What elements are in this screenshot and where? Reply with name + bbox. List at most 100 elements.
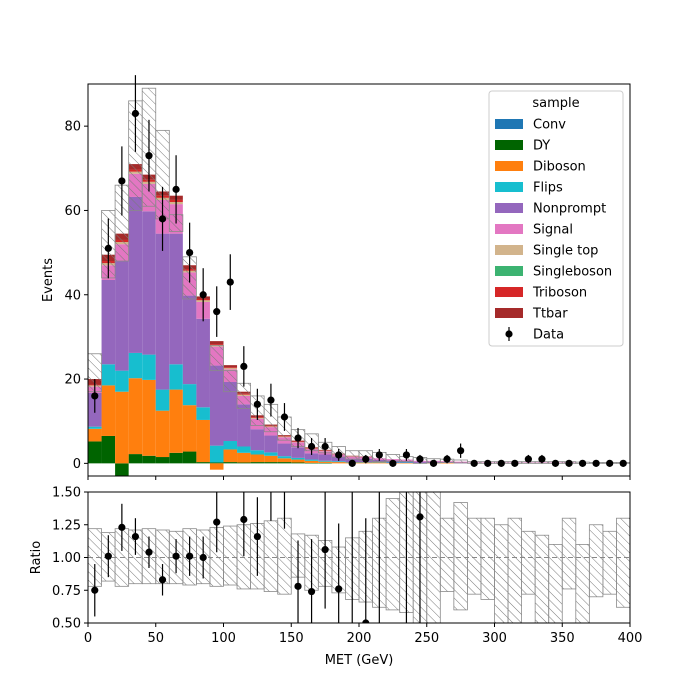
data-point-27 [457, 447, 465, 455]
ratio-band-bin-29 [480, 517, 495, 600]
legend-label-flips: Flips [533, 181, 563, 196]
bar-flips-bin-4 [142, 354, 156, 380]
bar-flips-bin-3 [128, 352, 143, 379]
bar-flips-bin-5 [155, 389, 170, 411]
bar-dy-bin-1 [101, 435, 116, 464]
legend-swatch-dy [495, 140, 523, 150]
uncertainty-bin-9 [209, 344, 224, 372]
bar-dy-bin-17 [318, 462, 332, 464]
data-point-3 [131, 109, 140, 118]
bar-flips-bin-0 [88, 426, 102, 429]
legend-frame [488, 90, 624, 347]
ratio-point-7 [186, 552, 194, 560]
bar-diboson-bin-1 [101, 385, 116, 436]
bar-flips-bin-13 [264, 452, 278, 456]
data-point-6 [172, 185, 180, 193]
bar-flips-bin-9 [209, 445, 224, 463]
ratio-point-2 [118, 523, 126, 531]
bar-flips-bin-2 [115, 370, 129, 392]
main-plot: 0 20 40 60 80 Events sample Conv DY Diboson Fli… [41, 75, 631, 480]
bar-diboson-bin-3 [128, 378, 143, 455]
ratio-point-12 [294, 582, 302, 590]
bar-flips-bin-11 [237, 446, 251, 453]
bar-flips-bin-21 [372, 462, 387, 463]
ratio-point-16 [362, 619, 370, 623]
ratio-ytick-label-1.00: 1.00 [52, 551, 81, 566]
ratio-x-axis: 0 50 100 150 200 250 300 350 400 [84, 623, 642, 646]
legend-data-marker [505, 330, 513, 338]
ratio-plot: 0.50 0.75 1.00 1.25 1.50 0 50 100 150 200 250 300 3… [29, 486, 642, 669]
ratio-ytick-label-0.50: 0.50 [52, 617, 81, 632]
bar-flips-bin-16 [304, 459, 319, 461]
bar-dy-bin-4 [142, 455, 156, 464]
bar-ttbar-bin-10 [223, 365, 238, 368]
ratio-point-15 [335, 585, 343, 593]
bar-diboson-bin-18 [331, 462, 346, 464]
data-point-18 [335, 451, 343, 459]
ratio-point-10 [240, 515, 248, 524]
legend-label-nonprompt: Nonprompt [533, 202, 606, 217]
bar-flips-bin-18 [331, 461, 346, 463]
legend-swatch-nonprompt [495, 203, 523, 213]
xtick-label-50: 50 [147, 631, 164, 646]
bar-nonprompt-bin-6 [169, 233, 183, 365]
ratio-points [91, 492, 424, 623]
data-point-12 [253, 400, 261, 408]
bar-dy-bin-2 [115, 463, 129, 476]
bar-diboson-bin-12 [250, 454, 265, 463]
bar-nonprompt-bin-8 [196, 318, 210, 408]
legend-label-signal: Signal [533, 223, 573, 238]
data-point-5 [158, 215, 167, 223]
bar-nonprompt-bin-12 [250, 429, 265, 451]
data-point-1 [104, 244, 112, 252]
bar-diboson-bin-21 [372, 462, 387, 464]
legend-swatch-diboson [495, 161, 523, 171]
legend-swatch-ttbar [495, 308, 523, 318]
data-point-15 [294, 434, 302, 442]
data-point-16 [307, 442, 316, 451]
ratio-band-bin-39 [616, 517, 630, 608]
legend-label-conv: Conv [533, 118, 566, 133]
bar-dy-bin-11 [237, 462, 251, 464]
bar-dy-bin-16 [304, 462, 319, 464]
data-point-7 [186, 249, 194, 257]
bar-diboson-bin-8 [196, 419, 210, 463]
data-point-24 [416, 455, 424, 463]
data-point-9 [213, 308, 221, 316]
bar-nonprompt-bin-10 [223, 382, 238, 442]
legend-swatch-single-top [495, 245, 523, 255]
bar-diboson-bin-14 [277, 458, 292, 463]
uncertainty-bin-10 [223, 370, 238, 393]
bar-diboson-bin-23 [399, 462, 414, 464]
bar-flips-bin-12 [250, 450, 265, 455]
bar-ttbar-bin-9 [209, 341, 224, 345]
bar-diboson-bin-16 [304, 460, 319, 463]
xtick-label-300: 300 [482, 631, 507, 646]
bar-flips-bin-1 [101, 364, 116, 386]
legend-swatch-conv [495, 119, 523, 129]
bar-diboson-bin-2 [115, 391, 129, 464]
main-x-ticks [87, 476, 631, 480]
bar-nonprompt-bin-16 [304, 453, 319, 460]
data-point-39 [619, 459, 627, 467]
bar-diboson-bin-13 [264, 455, 278, 463]
bar-diboson-bin-5 [155, 410, 170, 458]
ratio-band-bin-33 [534, 534, 550, 623]
data-point-29 [484, 459, 492, 467]
ratio-ytick-label-1.50: 1.50 [52, 486, 81, 501]
main-ytick-label-40: 40 [64, 288, 81, 303]
ratio-point-6 [172, 552, 180, 560]
bar-nonprompt-bin-4 [142, 211, 156, 355]
bar-dy-bin-7 [182, 451, 197, 464]
xtick-label-100: 100 [211, 631, 236, 646]
bar-flips-bin-10 [223, 441, 238, 450]
xtick-label-250: 250 [414, 631, 439, 646]
ratio-band-bin-35 [561, 517, 577, 590]
bar-diboson-bin-17 [318, 461, 332, 463]
ratio-point-13 [307, 587, 316, 596]
bar-triboson-bin-10 [223, 367, 238, 369]
ratio-band-bin-13 [263, 520, 279, 592]
bar-single-top-bin-10 [223, 368, 238, 370]
xtick-label-150: 150 [279, 631, 304, 646]
main-ytick-label-60: 60 [64, 204, 81, 219]
